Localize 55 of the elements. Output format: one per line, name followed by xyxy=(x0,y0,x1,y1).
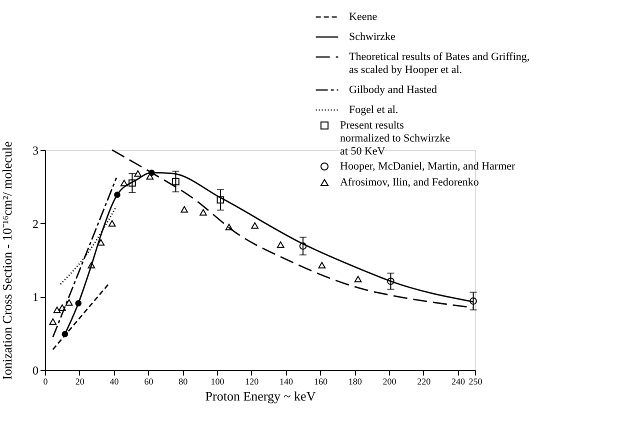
x-tick-label: 160 xyxy=(314,376,328,386)
point xyxy=(53,306,61,314)
x-tick-label: 120 xyxy=(245,376,260,386)
x-tick-label: 80 xyxy=(178,376,188,386)
point xyxy=(318,262,326,268)
point xyxy=(470,297,477,305)
legend-label: Afrosimov, Ilin, and Fedorenko xyxy=(340,176,480,188)
y-tick-label: 1 xyxy=(32,290,38,304)
point xyxy=(108,220,116,227)
legend-label: Present results normalized to Schwirzke at 50 KeV xyxy=(340,120,450,158)
point xyxy=(128,179,136,187)
y-axis-title: Ionization Cross Section - 10⁻¹⁶cm²/ molecule xyxy=(0,141,14,380)
legend-label: Fogel et al. xyxy=(349,104,398,116)
x-tick-label: 100 xyxy=(210,376,225,386)
point xyxy=(216,196,224,204)
y-tick-label: 0 xyxy=(32,364,38,378)
point xyxy=(354,276,362,282)
point xyxy=(180,206,188,213)
x-tick-label: 180 xyxy=(348,376,362,386)
x-tick-label: 20 xyxy=(75,376,85,386)
point xyxy=(148,170,155,176)
x-tick-label: 140 xyxy=(280,376,294,386)
x-tick-label: 250 xyxy=(468,376,483,386)
x-tick-label: 220 xyxy=(417,376,432,386)
point xyxy=(65,299,73,306)
point xyxy=(225,224,233,230)
x-tick-label: 0 xyxy=(43,376,48,386)
legend-label: Keene xyxy=(349,11,378,23)
point xyxy=(49,318,57,325)
x-tick-label: 60 xyxy=(144,376,154,386)
point xyxy=(62,330,68,338)
point xyxy=(120,180,128,186)
x-tick-label: 200 xyxy=(382,376,397,386)
x-axis-title: Proton Energy ~ keV xyxy=(205,388,316,404)
point xyxy=(387,278,394,285)
y-tick-label: 2 xyxy=(32,216,38,231)
point xyxy=(276,241,284,248)
legend-label: Schwirzke xyxy=(349,31,396,43)
point xyxy=(299,242,307,250)
point xyxy=(75,300,82,306)
y-tick-label: 3 xyxy=(32,144,38,158)
legend-label: Theoretical results of Bates and Griffing, as scaled by Hooper et al. xyxy=(349,51,530,76)
point xyxy=(134,170,142,177)
point xyxy=(114,192,120,198)
legend-label: Hooper, McDaniel, Martin, and Harmer xyxy=(340,160,516,172)
point xyxy=(58,304,66,311)
point xyxy=(251,222,258,229)
legend-label: Gilbody and Hasted xyxy=(349,84,438,96)
point xyxy=(146,173,154,180)
point xyxy=(88,262,96,268)
point xyxy=(200,209,207,216)
x-tick-label: 40 xyxy=(110,376,120,386)
point xyxy=(172,178,180,186)
point xyxy=(97,239,105,246)
x-tick-label: 240 xyxy=(452,376,466,386)
